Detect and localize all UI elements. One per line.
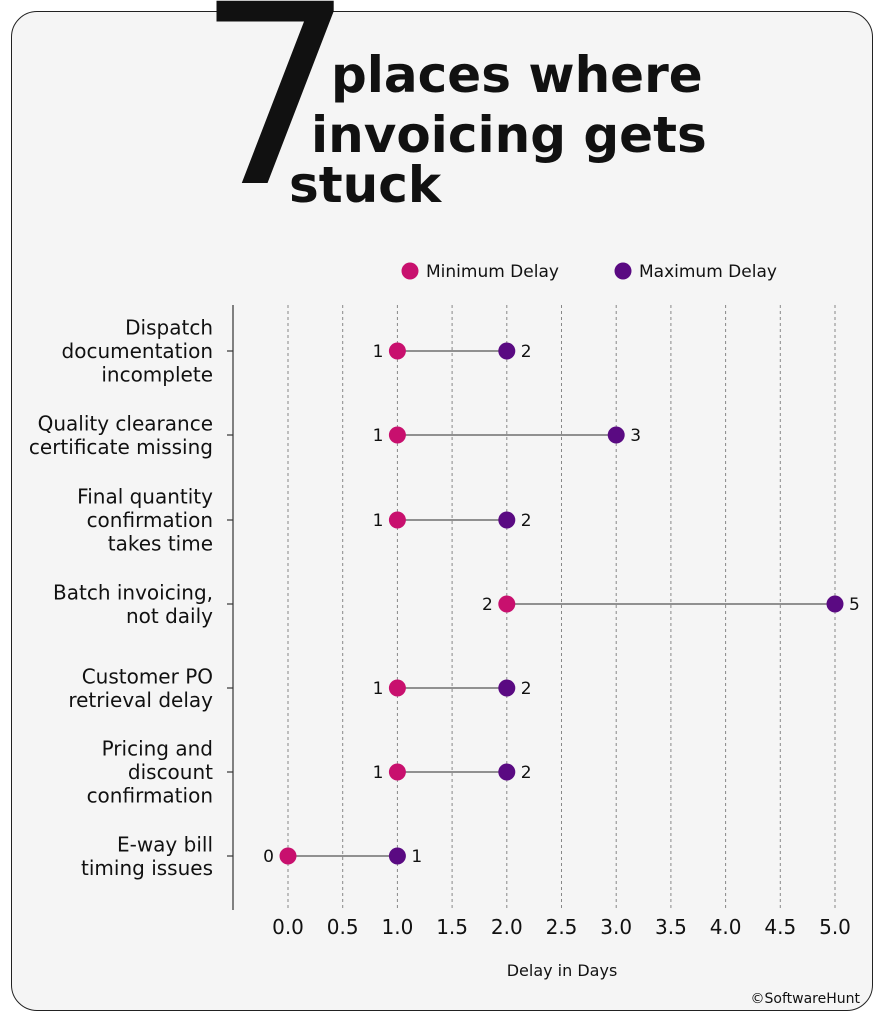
max-delay-point (498, 763, 516, 781)
max-value-label: 2 (521, 511, 532, 531)
category-label: Pricing and (102, 737, 213, 761)
x-tick-label: 4.5 (764, 915, 796, 939)
max-value-label: 2 (521, 763, 532, 783)
max-value-label: 2 (521, 342, 532, 362)
min-value-label: 1 (373, 426, 384, 446)
x-tick-label: 0.5 (327, 915, 359, 939)
category-label: confirmation (87, 508, 213, 532)
max-delay-point (498, 511, 516, 529)
title-line-3: stuck (289, 156, 442, 214)
category-label: not daily (126, 604, 213, 628)
min-value-label: 2 (482, 595, 493, 615)
max-delay-point (498, 342, 516, 360)
min-value-label: 1 (373, 679, 384, 699)
min-delay-point (279, 847, 297, 865)
legend-min-label: Minimum Delay (426, 262, 559, 282)
title-line-2: invoicing gets (311, 106, 707, 164)
max-delay-point (826, 595, 844, 613)
category-label: Dispatch (125, 316, 213, 340)
category-label: E-way bill (117, 832, 213, 856)
min-delay-point (388, 426, 406, 444)
x-tick-label: 0.0 (272, 915, 304, 939)
x-axis-title: Delay in Days (507, 961, 618, 980)
min-value-label: 1 (373, 511, 384, 531)
category-label: Customer PO (82, 664, 213, 688)
max-value-label: 2 (521, 679, 532, 699)
category-label: incomplete (101, 363, 213, 387)
category-label: takes time (108, 532, 213, 556)
max-value-label: 5 (849, 595, 860, 615)
min-value-label: 0 (263, 847, 274, 867)
max-value-label: 3 (630, 426, 641, 446)
x-tick-label: 2.0 (491, 915, 523, 939)
x-tick-label: 4.0 (710, 915, 742, 939)
x-tick-label: 5.0 (819, 915, 851, 939)
legend-max-label: Maximum Delay (639, 262, 777, 282)
max-value-label: 1 (411, 847, 422, 867)
x-tick-label: 3.0 (600, 915, 632, 939)
max-delay-point (498, 679, 516, 697)
min-delay-point (388, 679, 406, 697)
x-tick-label: 1.0 (381, 915, 413, 939)
min-delay-point (388, 511, 406, 529)
title-number: 7 (196, 0, 355, 242)
legend-min-marker (401, 262, 419, 280)
credit-text: ©SoftwareHunt (751, 991, 861, 1007)
x-tick-label: 2.5 (546, 915, 578, 939)
max-delay-point (607, 426, 625, 444)
min-value-label: 1 (373, 763, 384, 783)
card-frame (11, 11, 873, 1011)
min-delay-point (498, 595, 516, 613)
category-label: confirmation (87, 784, 213, 808)
min-delay-point (388, 342, 406, 360)
category-label: timing issues (81, 856, 213, 880)
x-tick-label: 3.5 (655, 915, 687, 939)
category-label: documentation (62, 339, 213, 363)
category-label: Final quantity (77, 485, 213, 509)
title-line-1: places where (331, 46, 703, 104)
min-value-label: 1 (373, 342, 384, 362)
category-label: Batch invoicing, (53, 580, 213, 604)
category-label: certificate missing (29, 435, 213, 459)
category-label: discount (128, 760, 213, 784)
legend-max-marker (614, 262, 632, 280)
min-delay-point (388, 763, 406, 781)
x-tick-label: 1.5 (436, 915, 468, 939)
max-delay-point (388, 847, 406, 865)
category-label: Quality clearance (38, 411, 213, 435)
category-label: retrieval delay (68, 688, 213, 712)
